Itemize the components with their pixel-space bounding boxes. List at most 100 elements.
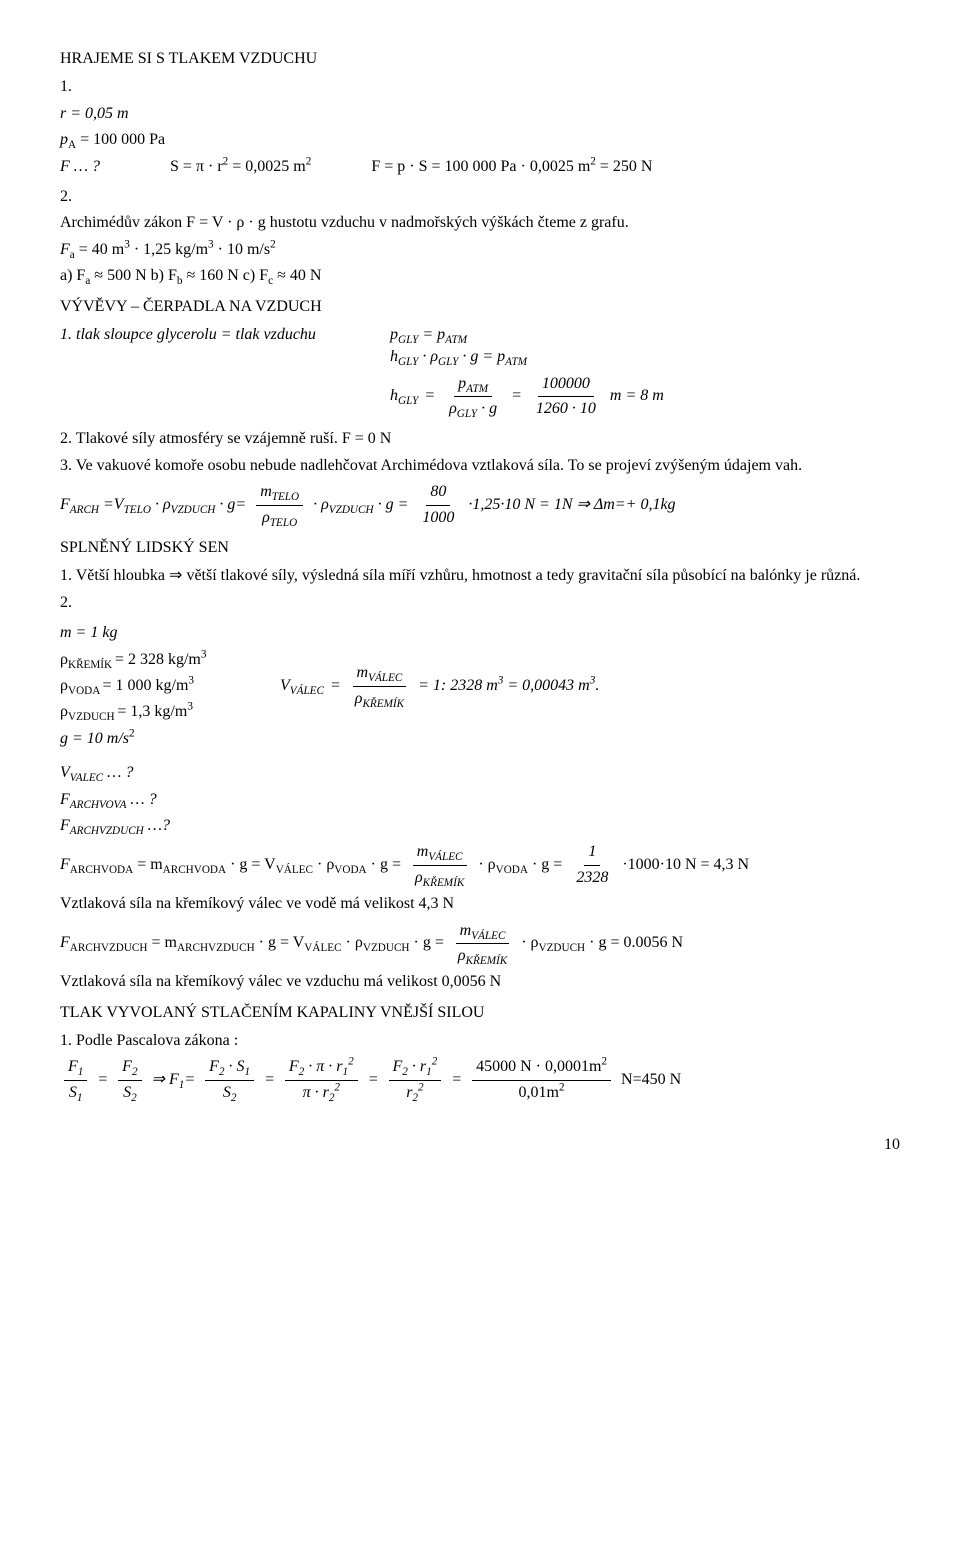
f-s-row: F … ? S = π · r2 = 0,0025 m2 F = p · S =…	[60, 156, 900, 178]
eq1-s2: ATM	[445, 334, 467, 346]
faz-num-sub: VÁLEC	[471, 930, 505, 942]
farch-den-rho: ρ	[262, 509, 270, 526]
fav-den-sub: KŘEMÍK	[423, 877, 465, 889]
fav-e2: · g = V	[226, 856, 276, 873]
pt2-den-pi: π · r	[303, 1084, 329, 1101]
fav-mid: · ρVODA · g =	[478, 854, 562, 876]
pf2: F2 S2	[118, 1056, 141, 1104]
vv-num-m: m	[357, 664, 369, 681]
eq3-den1-rho: ρ	[449, 400, 457, 417]
vv-tail2: = 0,00043 m	[503, 677, 589, 694]
fa-sym: F	[60, 241, 70, 258]
farch-mid-sub: VZDUCH	[329, 504, 374, 516]
fa-s3: 2	[270, 238, 276, 250]
fav-frac2: 1 2328	[572, 841, 612, 889]
section-title-4: TLAK VYVOLANÝ STLAČENÍM KAPALINY VNĚJŠÍ …	[60, 1002, 900, 1024]
pt1-den: S2	[219, 1081, 241, 1104]
eq3-num1: pATM	[454, 373, 492, 397]
vv-eq: =	[330, 675, 341, 697]
unk-v-sub: VALEC	[70, 772, 103, 784]
fav-den-rho: ρ	[415, 869, 423, 886]
s-eq: S = π · r2 = 0,0025 m2	[170, 156, 311, 178]
faz-sub3: VÁLEC	[304, 942, 341, 954]
fav-num2: 1	[584, 841, 600, 865]
g-line: g = 10 m/s2	[60, 728, 280, 750]
faz-mid-rho: · ρ	[521, 934, 538, 951]
farch-mid-rho: · ρ	[313, 496, 329, 513]
eq2-d1: · ρ	[418, 348, 438, 365]
eq2-hgly: GLY	[398, 356, 418, 368]
abc-a-val: ≈ 500 N b) F	[90, 267, 177, 284]
faz-num-m: m	[460, 922, 472, 939]
pt2-num-f: F	[289, 1058, 299, 1075]
pt3: F2 · r12 r22	[389, 1056, 442, 1104]
rho-k-val: = 2 328 kg/m	[115, 651, 201, 668]
pt1-num: F2 · S1	[205, 1056, 254, 1080]
farch-tail: ·1,25·10 N = 1N ⇒ Δm=+ 0,1kg	[468, 494, 675, 516]
eq3-den2: 1260 · 10	[532, 397, 600, 420]
g-text: g = 10 m/s	[60, 730, 129, 747]
pf1-num: F1	[64, 1056, 87, 1080]
vvalec-eq: VVÁLEC = mVÁLEC ρKŘEMÍK = 1: 2328 m3 = 0…	[280, 662, 599, 710]
rho-k-sym: ρ	[60, 651, 68, 668]
fa-line: Fa = 40 m3 · 1,25 kg/m3 · 10 m/s2	[60, 239, 900, 261]
pt4-den-text: 0,01m	[519, 1084, 559, 1101]
faz-e4: · g =	[410, 934, 444, 951]
farch-g: · g=	[215, 496, 246, 513]
eq3-frac1: pATM ρGLY · g	[445, 373, 501, 421]
abc-c-val: ≈ 40 N	[273, 267, 321, 284]
rho-k-sup: 3	[201, 648, 207, 660]
farch-den2: 1000	[418, 506, 458, 529]
farch-lhs: FARCH =VTELO · ρVZDUCH · g=	[60, 494, 246, 516]
vv-sub: VÁLEC	[290, 685, 324, 697]
sec2-eq2: hGLY · ρGLY · g = pATM	[390, 346, 664, 368]
pf1-num-sub: 1	[78, 1067, 84, 1079]
faz-g: · g = 0.0056 N	[585, 934, 683, 951]
pf2-num-sub: 2	[132, 1067, 138, 1079]
fav-num1: mVÁLEC	[413, 841, 467, 865]
unk-f1-sym: F	[60, 791, 70, 808]
pt2-num: F2 · π · r12	[285, 1056, 358, 1080]
faz-e3: · ρ	[342, 934, 363, 951]
f-eq-text: F = p · S = 100 000 Pa · 0,0025 m	[371, 158, 590, 175]
r-line: r = 0,05 m	[60, 103, 900, 125]
eq3-num1-p: p	[458, 375, 466, 392]
vv-frac: mVÁLEC ρKŘEMÍK	[351, 662, 408, 710]
eq2-h: h	[390, 348, 398, 365]
abc-line: a) Fa ≈ 500 N b) Fb ≈ 160 N c) Fc ≈ 40 N	[60, 265, 900, 287]
unk-f2-q: …?	[144, 817, 170, 834]
faz-eq: FARCHVZDUCH = mARCHVZDUCH · g = VVÁLEC ·…	[60, 920, 900, 968]
vv-num-sub: VÁLEC	[368, 672, 402, 684]
f-eq: F = p · S = 100 000 Pa · 0,0025 m2 = 250…	[371, 156, 652, 178]
farch-num2: 80	[426, 481, 450, 505]
g-sup: 2	[129, 727, 135, 739]
sec3-q1: 1. Větší hloubka ⇒ větší tlakové síly, v…	[60, 565, 900, 587]
pt-eq2: =	[368, 1069, 379, 1091]
vv-num: mVÁLEC	[353, 662, 407, 686]
vv-tail: = 1: 2328 m3 = 0,00043 m3.	[418, 675, 599, 697]
sec2-q1-row: 1. tlak sloupce glycerolu = tlak vzduchu…	[60, 324, 900, 425]
pt3-den: r22	[402, 1081, 427, 1104]
fav-e3: · ρ	[313, 856, 334, 873]
fa-r1: = 40 m	[75, 241, 124, 258]
faz-e1: = m	[147, 934, 176, 951]
rho-v-sub: VODA	[68, 685, 103, 697]
eq3-h-sub: GLY	[398, 396, 418, 408]
pf-arrow: ⇒ F1=	[152, 1069, 196, 1091]
eq3-eq2: =	[511, 385, 522, 407]
pt1-den-sub: 2	[231, 1092, 237, 1104]
faz-sub: ARCHVZDUCH	[70, 942, 148, 954]
unk-f1-q: … ?	[126, 791, 156, 808]
faz-mid: · ρVZDUCH · g = 0.0056 N	[521, 932, 683, 954]
abc-a: a) F	[60, 267, 85, 284]
eq1-mid: = p	[418, 326, 445, 343]
pf-arrow-txt: ⇒ F	[152, 1071, 179, 1088]
fav-sub3: VÁLEC	[276, 864, 313, 876]
rho-vz-line: ρVZDUCH = 1,3 kg/m3	[60, 701, 280, 723]
pt4-num-sup: 2	[601, 1056, 607, 1068]
pt3-r: · r	[408, 1058, 426, 1075]
farch-g2: · g =	[374, 496, 409, 513]
sec3-given: m = 1 kg ρKŘEMÍK = 2 328 kg/m3 ρVODA = 1…	[60, 618, 280, 754]
unk-v-q: … ?	[103, 764, 133, 781]
pt-eq3: =	[451, 1069, 462, 1091]
